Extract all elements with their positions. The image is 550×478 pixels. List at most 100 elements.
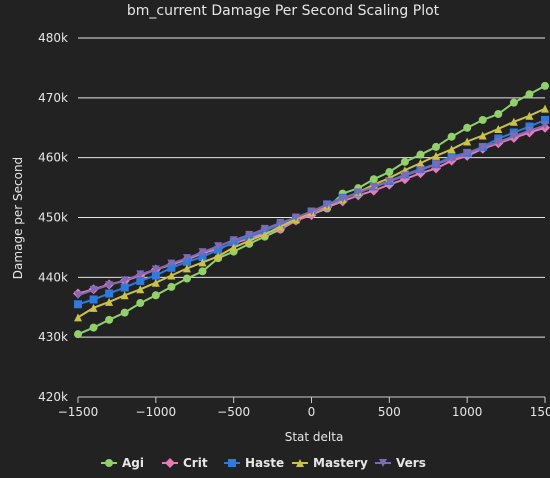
data-point-agi (463, 123, 472, 132)
data-point-haste (151, 271, 160, 280)
y-tick-labels: 420k 430k 440k 450k 460k 470k 480k (38, 31, 68, 404)
data-point-agi (167, 282, 176, 291)
data-point-vers (120, 276, 129, 285)
data-point-mastery (89, 303, 98, 312)
data-point-vers (432, 160, 441, 169)
data-point-vers (369, 182, 378, 191)
legend-label: Haste (245, 456, 284, 470)
data-point-agi (541, 81, 549, 90)
data-point-vers (245, 230, 254, 239)
data-point-agi (432, 142, 441, 151)
legend-marker (379, 459, 387, 467)
data-point-vers (525, 126, 534, 135)
y-tick-label: 450k (38, 211, 68, 225)
data-point-mastery (214, 252, 223, 261)
series-vers (74, 121, 549, 300)
data-point-mastery (74, 313, 82, 322)
data-point-vers (229, 236, 238, 245)
series-layer (73, 81, 550, 339)
data-point-agi (494, 109, 503, 118)
data-point-mastery (198, 258, 207, 267)
data-point-vers (385, 177, 394, 186)
data-point-vers (494, 138, 503, 147)
legend-item-mastery[interactable]: Mastery (292, 456, 368, 470)
data-point-vers (74, 291, 82, 300)
data-point-vers (198, 248, 207, 257)
data-point-vers (182, 254, 191, 263)
legend-marker (296, 459, 304, 467)
x-tick-label: 0 (308, 405, 316, 419)
legend-label: Mastery (313, 456, 368, 470)
x-tick-label: −1000 (136, 405, 177, 419)
data-point-agi (151, 291, 160, 300)
data-point-vers (307, 207, 316, 216)
data-point-agi (105, 315, 114, 324)
legend-item-vers[interactable]: Vers (375, 456, 426, 470)
data-point-mastery (509, 117, 518, 126)
data-point-agi (182, 274, 191, 283)
data-point-vers (400, 171, 409, 180)
legend-item-agi[interactable]: Agi (101, 456, 144, 470)
data-point-mastery (447, 145, 456, 154)
chart-title: bm_current Damage Per Second Scaling Plo… (127, 3, 440, 19)
x-axis-title: Stat delta (285, 430, 344, 444)
data-point-haste (105, 289, 114, 298)
data-point-haste (198, 252, 207, 261)
data-point-mastery (136, 285, 145, 294)
data-point-mastery (182, 264, 191, 273)
data-point-agi (369, 175, 378, 184)
data-point-vers (416, 166, 425, 175)
data-point-vers (463, 149, 472, 158)
data-point-agi (509, 98, 518, 107)
data-point-agi (385, 168, 394, 177)
data-point-agi (74, 330, 82, 339)
x-tick-label: −500 (217, 405, 250, 419)
data-point-vers (136, 270, 145, 279)
data-point-agi (136, 299, 145, 308)
data-point-vers (260, 224, 269, 233)
data-point-mastery (151, 278, 160, 287)
legend-marker (228, 459, 236, 467)
data-point-agi (400, 157, 409, 166)
legend-item-crit[interactable]: Crit (162, 456, 208, 470)
data-point-mastery (120, 291, 129, 300)
data-point-haste (167, 263, 176, 272)
data-point-mastery (229, 243, 238, 252)
data-point-vers (354, 188, 363, 197)
y-tick-label: 480k (38, 31, 68, 45)
data-point-mastery (494, 124, 503, 133)
data-point-mastery (463, 137, 472, 146)
data-point-mastery (416, 159, 425, 168)
data-point-mastery (432, 151, 441, 160)
data-point-haste (120, 283, 129, 292)
data-point-vers (509, 132, 518, 141)
data-point-agi (478, 115, 487, 124)
legend-marker (105, 459, 113, 467)
data-point-haste (541, 115, 549, 124)
data-point-haste (89, 295, 98, 304)
data-point-haste (525, 122, 534, 131)
data-point-vers (541, 121, 549, 130)
data-point-vers (338, 194, 347, 203)
x-tick-label: 1000 (452, 405, 483, 419)
legend-item-haste[interactable]: Haste (224, 456, 284, 470)
data-point-vers (276, 218, 285, 227)
data-point-vers (214, 242, 223, 251)
data-point-agi (447, 132, 456, 141)
x-tick-label: 500 (378, 405, 401, 419)
x-tick-labels: −1500 −1000 −500 0 500 1000 1500 (58, 397, 550, 419)
data-point-mastery (478, 131, 487, 140)
data-point-agi (198, 267, 207, 276)
y-tick-label: 420k (38, 390, 68, 404)
data-point-agi (416, 150, 425, 159)
data-point-vers (291, 213, 300, 222)
data-point-vers (151, 265, 160, 274)
y-tick-label: 460k (38, 151, 68, 165)
legend-label: Vers (396, 456, 426, 470)
x-tick-label: −1500 (58, 405, 99, 419)
data-point-vers (89, 285, 98, 294)
data-point-mastery (167, 271, 176, 280)
y-tick-label: 470k (38, 91, 68, 105)
data-point-haste (136, 276, 145, 285)
